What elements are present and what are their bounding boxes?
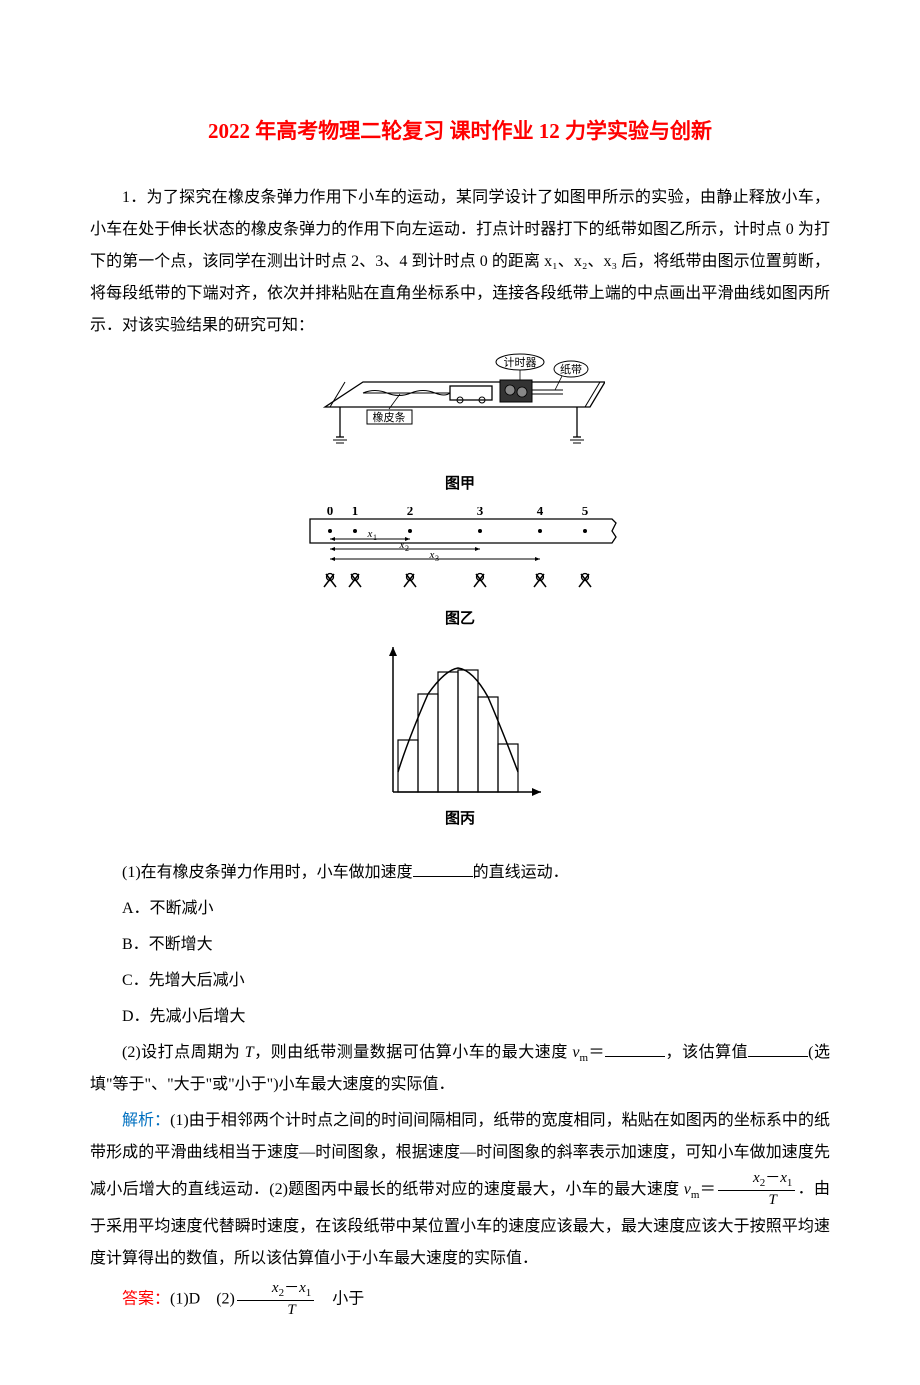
figure-yi-label: 图乙 xyxy=(445,604,475,634)
svg-text:橡皮条: 橡皮条 xyxy=(373,410,406,424)
answer-part1: (1)D (2) xyxy=(170,1291,235,1308)
svg-text:3: 3 xyxy=(477,507,484,518)
option-d: D．先减小后增大 xyxy=(90,1001,830,1033)
svg-text:1: 1 xyxy=(373,533,377,542)
svg-text:1: 1 xyxy=(352,507,359,518)
svg-text:x: x xyxy=(367,528,373,540)
svg-text:计时器: 计时器 xyxy=(504,356,537,369)
svg-text:x: x xyxy=(429,549,435,561)
analysis-label: 解析： xyxy=(122,1112,170,1129)
option-c: C．先增大后减小 xyxy=(90,965,830,997)
option-a: A．不断减小 xyxy=(90,893,830,925)
answer-block: 答案：(1)D (2)x2－x1T 小于 xyxy=(90,1279,830,1321)
question-2: (2)设打点周期为 T，则由纸带测量数据可估算小车的最大速度 vm＝，该估算值(… xyxy=(90,1037,830,1101)
svg-text:纸带: 纸带 xyxy=(560,363,582,376)
question-1: (1)在有橡皮条弹力作用时，小车做加速度 的直线运动． xyxy=(90,857,830,889)
figure-bing-label: 图丙 xyxy=(445,804,475,834)
svg-text:2: 2 xyxy=(405,544,409,553)
analysis-fraction: x2－x1T xyxy=(718,1169,795,1211)
svg-text:4: 4 xyxy=(537,507,544,518)
figure-jia-container: 计时器 纸带 橡皮条 图甲 0 1 2 3 4 5 x 1 x 2 x xyxy=(90,352,830,842)
figure-jia-svg: 计时器 纸带 橡皮条 xyxy=(315,352,605,467)
figure-bing-svg xyxy=(373,642,548,802)
answer-part2: 小于 xyxy=(316,1291,364,1308)
q1-text: (1)在有橡皮条弹力作用时，小车做加速度 xyxy=(122,864,413,881)
q2-prefix: (2)设打点周期为 T，则由纸带测量数据可估算小车的最大速度 vm＝ xyxy=(122,1044,605,1061)
figure-yi-svg: 0 1 2 3 4 5 x 1 x 2 x 3 xyxy=(300,507,620,602)
figure-jia-label: 图甲 xyxy=(445,469,475,499)
analysis-block: 解析：(1)由于相邻两个计时点之间的时间间隔相同，纸带的宽度相同，粘贴在如图丙的… xyxy=(90,1105,830,1275)
answer-fraction: x2－x1T xyxy=(237,1279,314,1321)
problem-intro: 1．为了探究在橡皮条弹力作用下小车的运动，某同学设计了如图甲所示的实验，由静止释… xyxy=(90,182,830,342)
answer-label: 答案： xyxy=(122,1291,170,1308)
q1-suffix: 的直线运动． xyxy=(473,864,569,881)
svg-text:3: 3 xyxy=(435,554,439,563)
option-b: B．不断增大 xyxy=(90,929,830,961)
q2-blank1 xyxy=(605,1038,665,1057)
svg-text:2: 2 xyxy=(407,507,414,518)
q1-blank xyxy=(413,858,473,877)
q2-blank2 xyxy=(748,1038,808,1057)
document-title: 2022 年高考物理二轮复习 课时作业 12 力学实验与创新 xyxy=(90,110,830,152)
svg-text:x: x xyxy=(399,539,405,551)
svg-text:5: 5 xyxy=(582,507,589,518)
q2-mid: ，该估算值 xyxy=(665,1044,748,1061)
svg-text:0: 0 xyxy=(327,507,334,518)
